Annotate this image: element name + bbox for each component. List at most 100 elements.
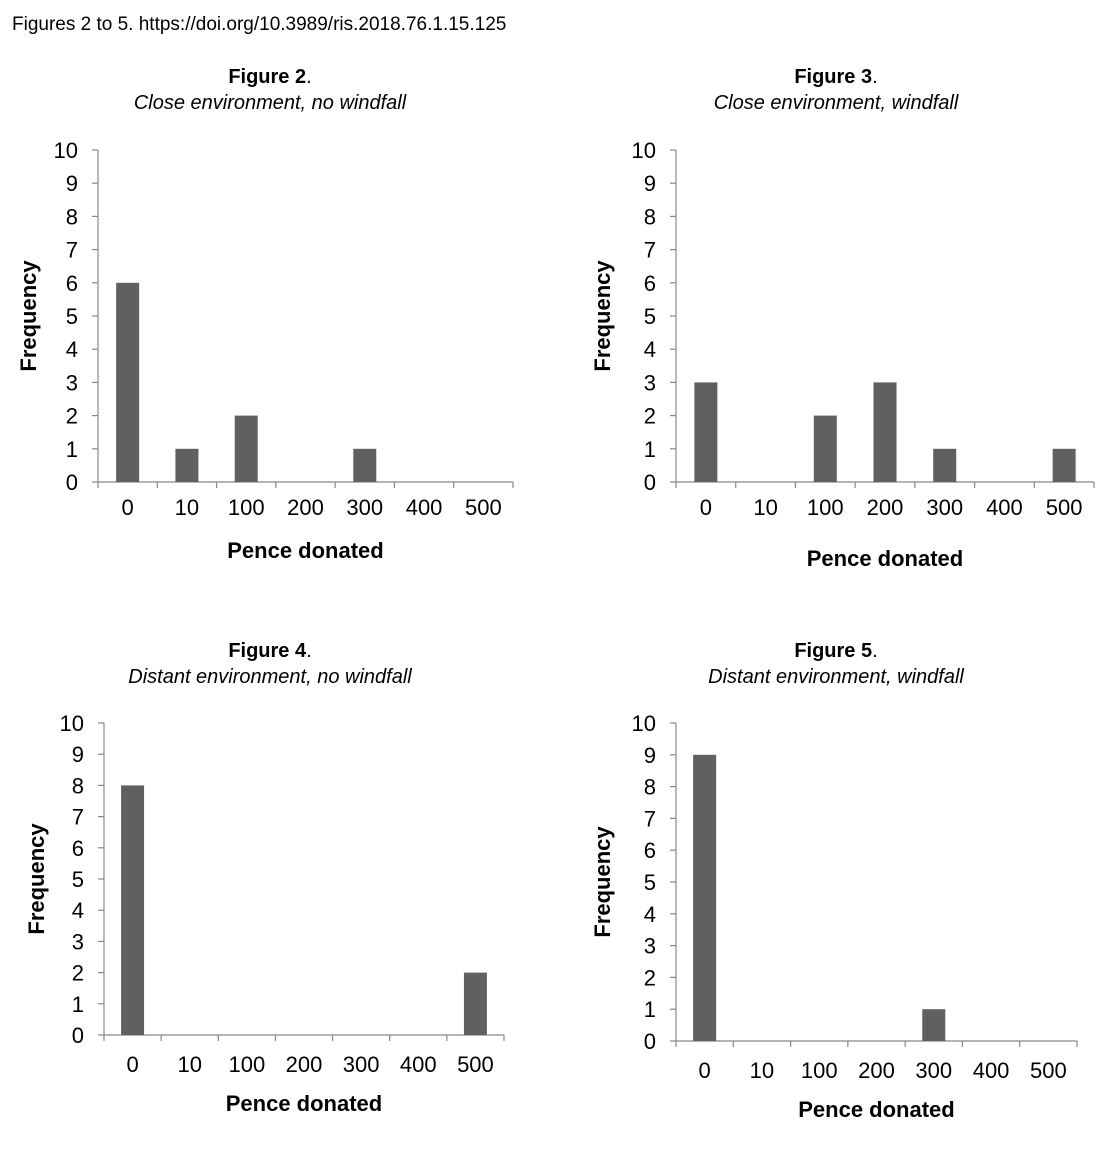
x-tick-label: 400	[986, 495, 1023, 520]
y-tick-label: 5	[72, 867, 84, 892]
y-tick-label: 2	[644, 965, 656, 990]
x-tick-label: 200	[287, 495, 324, 520]
x-axis-title: Pence donated	[798, 1097, 954, 1122]
y-tick-label: 1	[66, 437, 78, 462]
y-tick-label: 6	[72, 836, 84, 861]
chart-panel-figure-5: Figure 5. Distant environment, windfall …	[566, 638, 1101, 1158]
bar-300	[933, 448, 957, 482]
y-tick-label: 5	[644, 870, 656, 895]
y-tick-label: 7	[66, 238, 78, 263]
x-tick-label: 300	[926, 495, 963, 520]
figure-title-suffix: .	[306, 66, 312, 88]
bar-500	[1052, 448, 1076, 482]
bar-0	[116, 282, 140, 482]
y-tick-label: 0	[72, 1023, 84, 1048]
y-tick-label: 9	[644, 743, 656, 768]
y-tick-label: 4	[66, 337, 78, 362]
y-tick-label: 5	[644, 304, 656, 329]
x-axis-title: Pence donated	[226, 1091, 382, 1116]
figure-title-suffix: .	[872, 66, 878, 88]
y-tick-label: 8	[644, 204, 656, 229]
y-tick-label: 7	[72, 805, 84, 830]
y-tick-label: 10	[54, 138, 78, 163]
x-tick-label: 10	[750, 1058, 774, 1083]
x-tick-label: 200	[867, 495, 904, 520]
figure-subtitle: Close environment, no windfall	[133, 92, 407, 114]
y-tick-label: 3	[72, 929, 84, 954]
y-tick-label: 10	[632, 711, 656, 736]
y-tick-label: 9	[644, 171, 656, 196]
y-tick-label: 4	[644, 902, 656, 927]
x-tick-label: 10	[177, 1052, 201, 1077]
x-tick-label: 500	[1046, 495, 1083, 520]
y-tick-label: 2	[66, 404, 78, 429]
y-tick-label: 8	[72, 773, 84, 798]
bar-0	[694, 382, 718, 482]
y-tick-label: 8	[66, 204, 78, 229]
figure-title: Figure 2. Close environment, no windfall	[0, 64, 540, 116]
y-tick-label: 7	[644, 806, 656, 831]
y-tick-label: 1	[644, 437, 656, 462]
x-tick-label: 100	[801, 1058, 838, 1083]
y-tick-label: 6	[644, 838, 656, 863]
y-tick-label: 2	[644, 404, 656, 429]
chart-panel-figure-4: Figure 4. Distant environment, no windfa…	[0, 638, 540, 1158]
y-tick-label: 6	[66, 271, 78, 296]
y-tick-label: 0	[644, 470, 656, 495]
y-tick-label: 3	[644, 370, 656, 395]
chart-panel-figure-3: Figure 3. Close environment, windfall 0 1…	[566, 64, 1101, 584]
figure-subtitle: Distant environment, no windfall	[128, 666, 412, 688]
figure-label: Figure 5	[794, 640, 873, 662]
y-tick-label: 2	[72, 961, 84, 986]
figure-subtitle: Distant environment, windfall	[708, 666, 964, 688]
x-tick-label: 0	[699, 1058, 711, 1083]
x-axis-title: Pence donated	[807, 546, 963, 571]
y-tick-label: 4	[644, 337, 656, 362]
y-tick-label: 9	[72, 742, 84, 767]
x-tick-label: 100	[228, 495, 265, 520]
x-tick-label: 200	[858, 1058, 895, 1083]
figure-title-suffix: .	[872, 640, 878, 662]
x-tick-label: 10	[175, 495, 199, 520]
bar-500	[463, 972, 487, 1035]
x-tick-label: 300	[343, 1052, 380, 1077]
figure-label: Figure 3	[794, 66, 873, 88]
x-tick-label: 500	[465, 495, 502, 520]
y-axis-title: Frequency	[24, 823, 49, 935]
y-tick-label: 4	[72, 898, 84, 923]
figure-label: Figure 2	[228, 66, 307, 88]
x-tick-label: 0	[122, 495, 134, 520]
bar-200	[873, 382, 897, 482]
bar-0	[121, 785, 145, 1035]
y-axis-title: Frequency	[16, 260, 41, 372]
x-tick-label: 500	[457, 1052, 494, 1077]
x-tick-label: 400	[400, 1052, 437, 1077]
y-axis-title: Frequency	[590, 260, 615, 372]
y-tick-label: 0	[644, 1029, 656, 1054]
x-tick-label: 10	[753, 495, 777, 520]
x-tick-label: 200	[286, 1052, 323, 1077]
bar-100	[234, 415, 258, 482]
y-tick-label: 10	[632, 138, 656, 163]
x-tick-label: 400	[973, 1058, 1010, 1083]
y-tick-label: 0	[66, 470, 78, 495]
y-tick-label: 3	[66, 370, 78, 395]
figure-title: Figure 5. Distant environment, windfall	[566, 638, 1101, 690]
x-tick-label: 0	[126, 1052, 138, 1077]
x-axis-title: Pence donated	[227, 538, 383, 563]
figure-title: Figure 3. Close environment, windfall	[566, 64, 1101, 116]
page-header: Figures 2 to 5. https://doi.org/10.3989/…	[12, 14, 507, 35]
x-tick-label: 0	[700, 495, 712, 520]
x-tick-label: 500	[1030, 1058, 1067, 1083]
y-tick-label: 8	[644, 775, 656, 800]
y-tick-label: 7	[644, 238, 656, 263]
y-tick-label: 6	[644, 271, 656, 296]
y-tick-label: 1	[644, 997, 656, 1022]
figure-title: Figure 4. Distant environment, no windfa…	[0, 638, 540, 690]
x-tick-label: 300	[346, 495, 383, 520]
bar-300	[922, 1009, 946, 1041]
